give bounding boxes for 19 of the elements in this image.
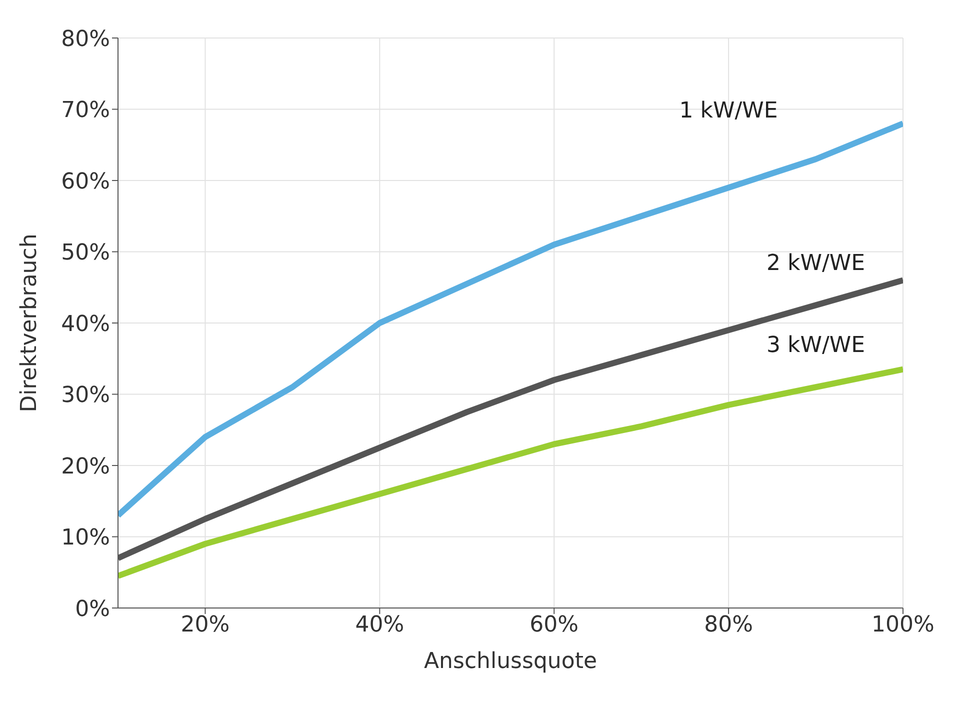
x-tick-label: 20% — [180, 612, 230, 638]
series-label: 3 kW/WE — [766, 333, 866, 358]
x-tick-label: 40% — [355, 612, 404, 638]
x-tick-label: 60% — [530, 612, 579, 638]
y-tick-label: 60% — [61, 169, 110, 194]
x-axis-title: Anschlussquote — [424, 649, 598, 674]
x-tick-label: 100% — [872, 612, 934, 638]
y-tick-label: 80% — [61, 26, 110, 52]
y-axis-title: Direktverbrauch — [16, 234, 42, 412]
y-tick-label: 20% — [61, 454, 110, 480]
y-tick-label: 50% — [61, 240, 110, 266]
y-tick-label: 70% — [61, 98, 110, 124]
y-tick-label: 40% — [61, 312, 110, 337]
y-tick-label: 10% — [61, 526, 110, 551]
y-tick-label: 0% — [75, 596, 110, 622]
x-tick-label: 80% — [704, 612, 754, 638]
text: 1 kW/WE — [679, 98, 778, 124]
y-tick-label: 30% — [61, 383, 110, 408]
series-label: 2 kW/WE — [766, 251, 866, 276]
